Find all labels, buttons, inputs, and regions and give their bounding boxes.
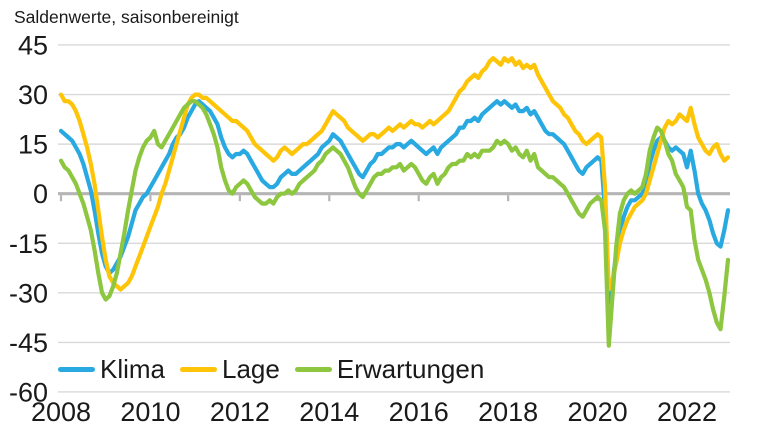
x-axis-label: 2014 (299, 397, 359, 427)
y-axis-label: 45 (18, 30, 48, 60)
x-axis-label: 2022 (657, 397, 717, 427)
legend: Klima Lage Erwartungen (58, 356, 484, 382)
legend-item-klima: Klima (58, 356, 165, 382)
lage-line-swatch-icon (180, 366, 218, 372)
legend-label-lage: Lage (222, 354, 280, 384)
x-axis-label: 2020 (568, 397, 628, 427)
x-axis-label: 2010 (120, 397, 180, 427)
x-axis-label: 2018 (478, 397, 538, 427)
y-axis-label: 15 (18, 130, 48, 160)
erwartungen-line-swatch-icon (294, 366, 332, 372)
y-axis-label: 0 (33, 179, 48, 209)
legend-item-lage: Lage (180, 356, 280, 382)
y-axis-label: -60 (9, 377, 48, 407)
legend-item-erwartungen: Erwartungen (294, 354, 485, 384)
klima-line-swatch-icon (58, 366, 95, 372)
y-axis-label: 30 (18, 80, 48, 110)
y-axis-label: -15 (9, 229, 48, 259)
x-axis-label: 2016 (389, 397, 449, 427)
legend-label-klima: Klima (100, 354, 166, 384)
legend-label-erwartungen: Erwartungen (336, 354, 485, 384)
y-axis-label: -45 (9, 328, 48, 358)
y-axis-label: -30 (9, 278, 48, 308)
x-axis-label: 2012 (210, 397, 270, 427)
x-axis-label: 2008 (31, 397, 91, 427)
lage-line (58, 56, 731, 292)
chart-title: Saldenwerte, saisonbereinigt (14, 7, 239, 27)
erwartungen-line (58, 99, 731, 348)
